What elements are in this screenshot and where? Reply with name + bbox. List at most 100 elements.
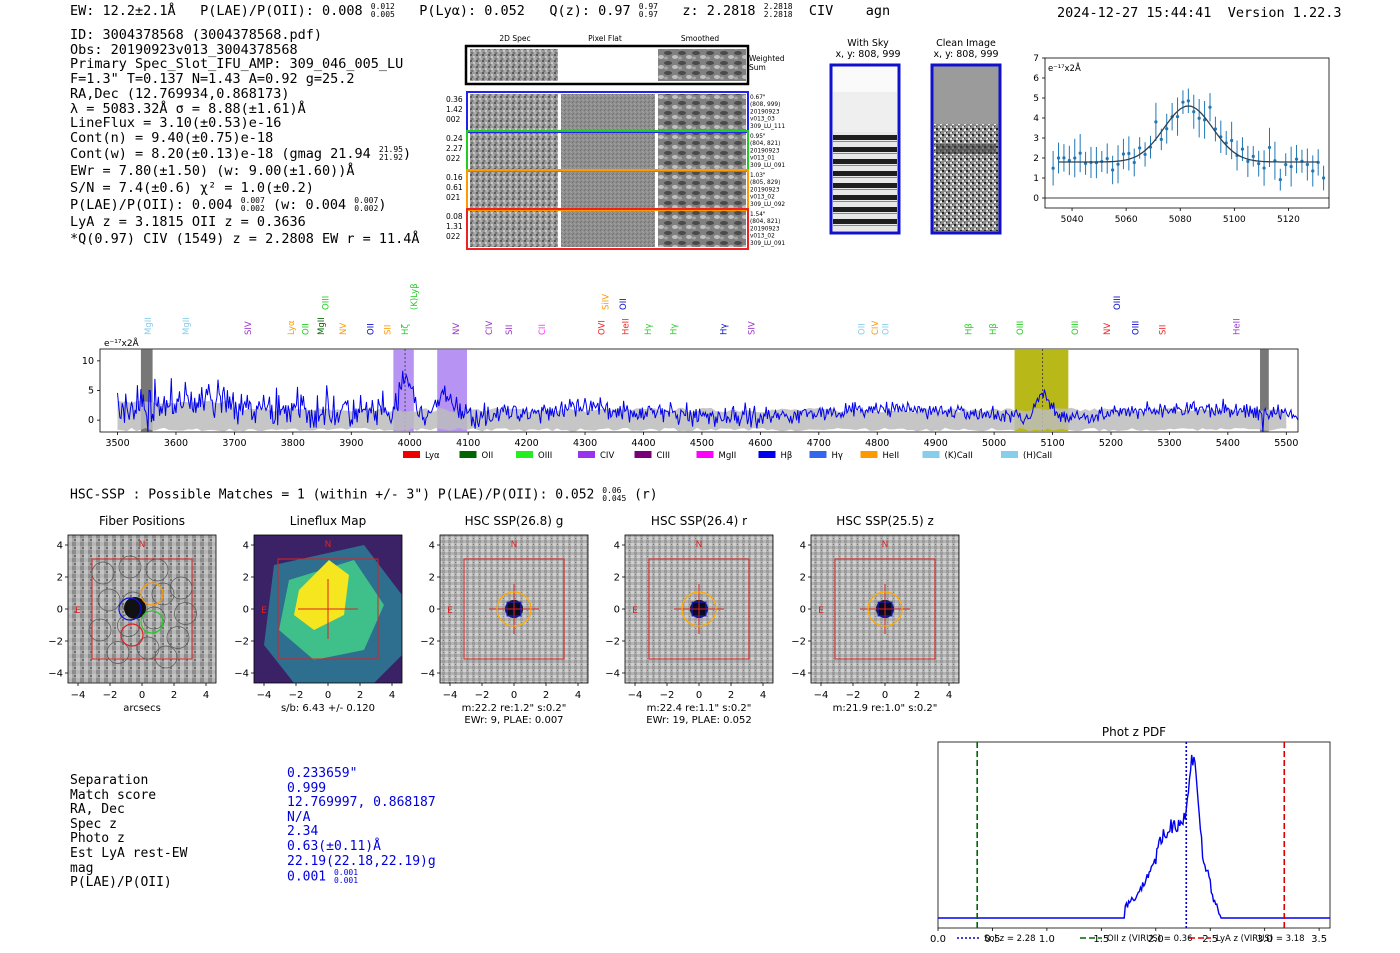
spectrum-line-label: OIII [1071, 321, 1081, 335]
spectrum-line-label: OII [367, 323, 377, 335]
hsc-caption: s/b: 6.43 +/- 0.120 [281, 703, 375, 714]
fiber-circle [166, 626, 190, 649]
match-label: Match score [70, 787, 157, 803]
hsc-caption-2: EWr: 19, PLAE: 0.052 [646, 715, 752, 725]
zoom-xtick: 5060 [1115, 215, 1138, 225]
svg-text:OII: OII [302, 323, 312, 335]
zoom-point [1246, 159, 1250, 163]
stamp-col-flat: Pixel Flat [588, 34, 622, 43]
hsc-xtick: −2 [846, 690, 861, 701]
photz-xtick: 0.5 [984, 934, 1000, 945]
zoom-ytick: 2 [1033, 154, 1039, 164]
hsc-ytick: −4 [48, 669, 63, 680]
spectrum-mask-band [140, 349, 153, 432]
fiber-green [140, 610, 164, 634]
svg-text:LyA z (VIRUS) = 3.18: LyA z (VIRUS) = 3.18 [1216, 934, 1305, 944]
spectrum-xtick: 4100 [456, 438, 480, 449]
header-bar: EW: 12.2±2.1Å P(LAE)/P(OII): 0.008 0.012… [70, 3, 890, 20]
spectrum-legend-item: OIII [516, 451, 552, 461]
svg-text:NV: NV [452, 323, 462, 335]
svg-text:(K)CaII: (K)CaII [945, 451, 973, 461]
stamp-row-right-label: (808, 999) [750, 102, 780, 108]
hsc-xtick: 4 [575, 690, 581, 701]
match-value: 0.001 0.001 0.001 [287, 868, 359, 886]
zoom-ytick: 6 [1033, 74, 1039, 84]
hsc-panel-title: HSC SSP(26.4) r [651, 514, 747, 528]
hsc-panels: Fiber Positions N E 4 2 0 −2 −4 −4 −2 0 2 4 arcsecs Li… [48, 514, 960, 725]
stamp-row-right-label: v013_01 [750, 156, 775, 162]
spectrum-xtick: 3900 [339, 438, 363, 449]
hsc-xtick: −2 [103, 690, 118, 701]
zoom-point [1062, 156, 1066, 160]
spectrum-line-label-high: OIII [1113, 296, 1123, 310]
zoom-point [1159, 137, 1163, 142]
photz-xtick: 1.0 [1039, 934, 1055, 945]
aperture-square [277, 558, 379, 660]
svg-text:SIV: SIV [748, 321, 758, 335]
zoom-point [1289, 164, 1293, 169]
spectrum-ytick: 10 [82, 356, 94, 367]
hsc-xtick: 2 [914, 690, 920, 701]
zoom-point [1175, 115, 1180, 119]
zoom-point [1138, 146, 1142, 150]
north-label: N [139, 540, 146, 550]
spectrum-line-label: Hγ [644, 324, 654, 335]
east-label: E [447, 606, 453, 616]
lineflux-line: LineFlux = 3.10(±0.53)e-16 [70, 115, 282, 132]
svg-text:OII z (VIRUS) = 0.36: OII z (VIRUS) = 0.36 [1107, 934, 1193, 944]
stamp-row-left-label: 002 [446, 115, 461, 124]
hsc-caption: m:22.2 re:1.2" s:0.2" [462, 703, 567, 714]
spectrum-line-label: NV [339, 323, 349, 335]
zoom-point [1311, 169, 1315, 173]
hsc-xtick: −2 [660, 690, 675, 701]
spectrum-mask-band [1260, 349, 1269, 432]
spectrum-ytick: 5 [88, 386, 94, 397]
stamp-row-right-label: 309_LU_091 [750, 241, 785, 247]
zoom-point [1111, 168, 1115, 172]
hsc-ytick: −2 [605, 637, 620, 648]
zoom-ytick: 7 [1033, 54, 1039, 64]
stamp-row-right-label: (804, 821) [750, 141, 780, 147]
zoom-point [1143, 152, 1147, 157]
hsc-xtick: 4 [389, 690, 395, 701]
stamp-row-right-label: v013_02 [750, 234, 775, 240]
svg-text:Lyα: Lyα [287, 320, 297, 335]
fiber-circle [151, 582, 175, 606]
svg-text:Hβ: Hβ [989, 323, 999, 335]
hsc-ytick: 2 [429, 573, 435, 584]
fiber-circle [154, 645, 178, 669]
north-label: N [511, 540, 518, 550]
hsc-ytick: 4 [800, 541, 806, 552]
spectrum-line-label: Hζ [401, 324, 411, 335]
spectrum-xtick: 3600 [164, 438, 188, 449]
spectrum-line-label: OII [881, 323, 891, 335]
hsc-ytick: −4 [791, 669, 806, 680]
hsc-caption: arcsecs [123, 703, 161, 714]
spectrum-line-label: NV [452, 323, 462, 335]
hsc-xtick: 0 [511, 690, 517, 701]
hsc-panel: Lineflux Map N E 4 2 0 −2 −4 −4 −2 0 2 4 s/b: 6.43 +/… [234, 514, 403, 714]
stamp-row-left-label: 0.08 [446, 212, 463, 221]
hsc-xtick: 2 [357, 690, 363, 701]
spectrum-legend-item: (H)CaII [1001, 451, 1052, 461]
fiber-blue [118, 597, 142, 621]
spectrum-xtick: 3500 [105, 438, 129, 449]
match-label: Spec z [70, 816, 117, 832]
svg-text:SII: SII [505, 325, 515, 335]
east-label: E [75, 606, 81, 616]
hsc-ytick: 2 [614, 573, 620, 584]
match-label: Est LyA rest-EW [70, 845, 188, 861]
spectrum-line-label: CII [538, 324, 548, 335]
hsc-ytick: −2 [420, 637, 435, 648]
fwhm-line: F=1.3" T=0.137 N=1.43 A=0.92 g=25.2 [70, 71, 355, 88]
hsc-ytick: 4 [243, 541, 249, 552]
match-value: 0.63(±0.11)Å [287, 838, 381, 854]
match-label: P(LAE)/P(OII) [70, 875, 172, 891]
svg-text:OVI: OVI [597, 320, 607, 335]
zoom-point [1067, 158, 1071, 163]
zoom-point [1262, 166, 1266, 170]
hsc-xtick: −2 [289, 690, 304, 701]
aperture-square [648, 558, 750, 660]
